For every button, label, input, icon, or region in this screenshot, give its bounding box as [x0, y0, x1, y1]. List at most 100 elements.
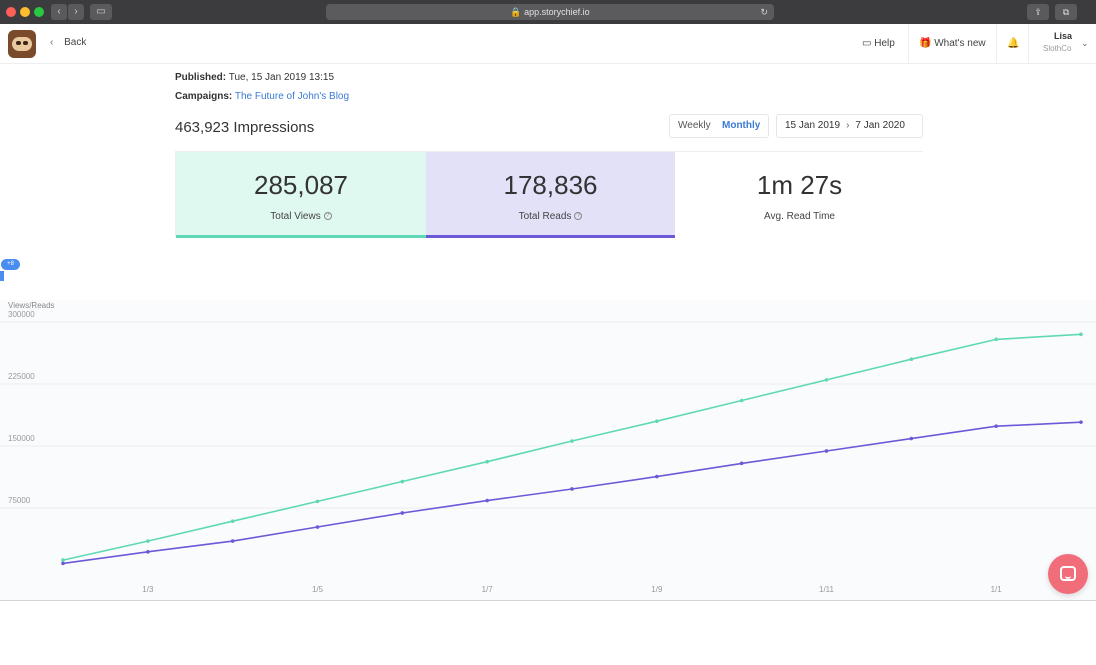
video-icon: ▭	[862, 38, 872, 49]
data-point[interactable]	[61, 561, 65, 566]
whats-new-button[interactable]: 🎁 What's new	[908, 24, 996, 64]
stats-panel: 285,087 Total Views? 178,836 Total Reads…	[175, 151, 924, 238]
data-point[interactable]	[739, 461, 744, 466]
x-tick-label: 1/11	[819, 585, 835, 594]
edge-tab[interactable]	[0, 271, 4, 281]
data-point[interactable]	[315, 499, 320, 504]
campaigns-label: Campaigns:	[175, 91, 233, 102]
data-point[interactable]	[655, 474, 659, 479]
data-point[interactable]	[146, 550, 150, 554]
data-point[interactable]	[994, 424, 998, 428]
chart-divider	[0, 600, 1096, 601]
user-name: Lisa	[1054, 31, 1073, 41]
data-point[interactable]	[485, 498, 489, 503]
total-views-label: Total Views	[270, 211, 321, 222]
chat-button[interactable]	[1048, 554, 1088, 594]
y-tick-label: 75000	[8, 496, 31, 505]
data-point[interactable]	[739, 398, 744, 403]
data-point[interactable]	[909, 357, 914, 361]
total-views-card[interactable]: 285,087 Total Views?	[176, 152, 426, 238]
sidebar-toggle-icon[interactable]: ▭	[90, 4, 112, 20]
close-window-button[interactable]	[6, 7, 16, 17]
total-views-label-wrap: Total Views?	[176, 211, 426, 222]
impressions-count: 463,923 Impressions	[175, 119, 315, 136]
date-range-picker[interactable]: 15 Jan 2019 › 7 Jan 2020	[776, 114, 923, 138]
total-reads-label: Total Reads	[518, 211, 572, 222]
data-point[interactable]	[61, 558, 65, 562]
x-tick-label: 1/1	[991, 585, 1003, 594]
x-tick-label: 1/3	[142, 585, 154, 594]
minimize-window-button[interactable]	[20, 7, 30, 17]
chevron-down-icon: ⌄	[1081, 38, 1089, 48]
views-reads-chart: Views/Reads 75000 150000 225000 300000 1/3 1/5…	[0, 301, 1096, 594]
avg-read-time-label: Avg. Read Time	[764, 211, 835, 222]
x-tick-label: 1/9	[651, 585, 663, 594]
data-point[interactable]	[909, 436, 914, 441]
data-point[interactable]	[146, 539, 150, 543]
tabs-overview-button[interactable]: ⧉	[1055, 4, 1077, 20]
data-point[interactable]	[230, 539, 235, 543]
monthly-option[interactable]: Monthly	[722, 120, 761, 131]
user-org: SlothCo	[1043, 44, 1072, 53]
total-reads-value: 178,836	[503, 170, 598, 200]
chart-background	[0, 300, 1096, 600]
y-tick-label: 300000	[8, 310, 35, 319]
info-icon[interactable]: ?	[574, 212, 583, 221]
data-point[interactable]	[485, 459, 489, 464]
data-point[interactable]	[570, 487, 574, 491]
edge-badge[interactable]: +8	[1, 259, 20, 270]
period-toggle: Weekly Monthly	[669, 114, 769, 138]
total-reads-card[interactable]: 178,836 Total Reads?	[426, 152, 675, 238]
weekly-option[interactable]: Weekly	[678, 120, 711, 131]
share-button[interactable]: ⇪	[1027, 4, 1049, 20]
y-tick-label: 150000	[8, 434, 35, 443]
data-point[interactable]	[1079, 332, 1083, 337]
lock-icon: 🔒	[510, 7, 522, 17]
help-label: Help	[874, 38, 895, 49]
data-point[interactable]	[1079, 420, 1083, 424]
y-tick-label: 225000	[8, 372, 35, 381]
data-point[interactable]	[824, 378, 829, 382]
date-range-start: 15 Jan 2019	[785, 120, 841, 131]
notifications-button[interactable]: 🔔	[996, 24, 1028, 64]
help-button[interactable]: ▭ Help	[852, 24, 905, 64]
published-value: Tue, 15 Jan 2019 13:15	[228, 72, 335, 83]
x-tick-label: 1/7	[482, 585, 494, 594]
data-point[interactable]	[400, 511, 405, 515]
back-button[interactable]: ‹ Back	[50, 37, 86, 48]
data-point[interactable]	[570, 439, 574, 443]
back-label: Back	[64, 37, 87, 48]
data-point[interactable]	[230, 519, 235, 524]
gift-icon: 🎁	[919, 38, 932, 49]
data-point[interactable]	[655, 419, 659, 423]
browser-back-button[interactable]: ‹	[51, 4, 67, 20]
data-point[interactable]	[315, 525, 320, 529]
whats-new-label: What's new	[934, 38, 986, 49]
x-tick-label: 1/5	[312, 585, 324, 594]
campaign-link[interactable]: The Future of John's Blog	[234, 91, 350, 102]
data-point[interactable]	[400, 479, 405, 484]
total-views-value: 285,087	[254, 170, 348, 200]
reads-line	[62, 421, 1082, 565]
chevron-right-icon: ›	[846, 120, 850, 131]
data-point[interactable]	[994, 337, 998, 342]
bell-icon: 🔔	[1007, 38, 1020, 49]
views-line	[62, 333, 1082, 561]
browser-chrome: ‹ › ▭ 🔒 app.storychief.io ↻ ⇪ ⧉	[0, 0, 1096, 24]
chevron-left-icon: ‹	[50, 37, 54, 48]
url-text: app.storychief.io	[524, 7, 590, 17]
campaigns-line: Campaigns: The Future of John's Blog	[175, 91, 349, 102]
app-header: ‹ Back ▭ Help 🎁 What's new 🔔 Lisa SlothC…	[0, 24, 1096, 64]
published-label: Published:	[175, 72, 227, 83]
data-point[interactable]	[824, 449, 829, 453]
browser-forward-button[interactable]: ›	[68, 4, 84, 20]
storychief-logo[interactable]	[8, 30, 36, 58]
url-bar[interactable]: 🔒 app.storychief.io ↻	[326, 4, 774, 20]
avg-read-time-card: 1m 27s Avg. Read Time	[675, 152, 924, 238]
maximize-window-button[interactable]	[34, 7, 44, 17]
reload-icon[interactable]: ↻	[760, 7, 768, 17]
info-icon[interactable]: ?	[323, 212, 332, 221]
user-menu[interactable]: Lisa SlothCo ⌄	[1028, 24, 1096, 64]
chat-icon	[1060, 566, 1076, 581]
published-line: Published: Tue, 15 Jan 2019 13:15	[175, 72, 334, 83]
